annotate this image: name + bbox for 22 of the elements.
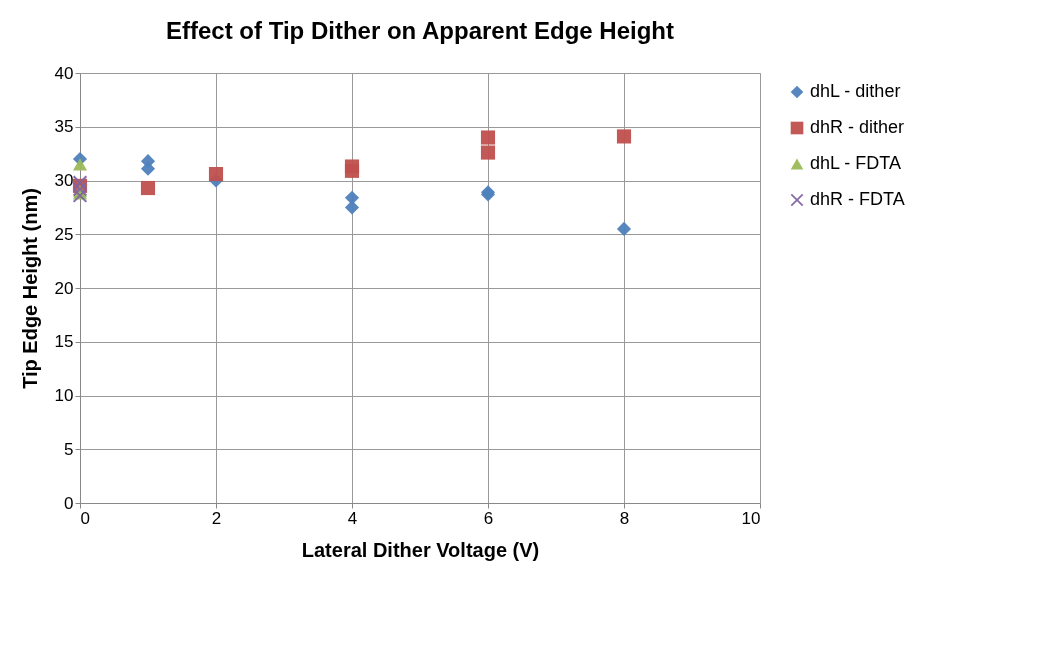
x-tick-label: 2 xyxy=(211,508,222,528)
legend-label: dhR - FDTA xyxy=(810,189,905,209)
y-tick-label: 15 xyxy=(54,332,74,352)
y-tick-label: 30 xyxy=(54,171,74,190)
y-tick-label: 40 xyxy=(54,63,74,83)
x-tick-label: 6 xyxy=(483,508,494,528)
x-tick-label: 0 xyxy=(80,508,90,528)
x-axis-title: Lateral Dither Voltage (V) xyxy=(301,538,540,561)
y-tick-label: 0 xyxy=(64,493,74,513)
y-tick-label: 35 xyxy=(54,117,74,137)
y-tick-label: 20 xyxy=(54,278,74,298)
legend-label: dhR - dither xyxy=(810,117,905,137)
y-tick-label: 5 xyxy=(64,439,74,459)
x-tick-label: 4 xyxy=(347,508,358,528)
y-tick-label: 25 xyxy=(54,224,74,244)
x-tick-label: 8 xyxy=(619,508,630,528)
legend-label: dhL - FDTA xyxy=(810,153,902,173)
y-tick-label: 10 xyxy=(54,386,74,405)
y-axis-title: Tip Edge Height (nm) xyxy=(18,188,41,389)
x-tick-label: 10 xyxy=(741,508,761,528)
legend-label: dhL - dither xyxy=(810,81,901,101)
chart-title: Effect of Tip Dither on Apparent Edge Height xyxy=(165,17,675,44)
